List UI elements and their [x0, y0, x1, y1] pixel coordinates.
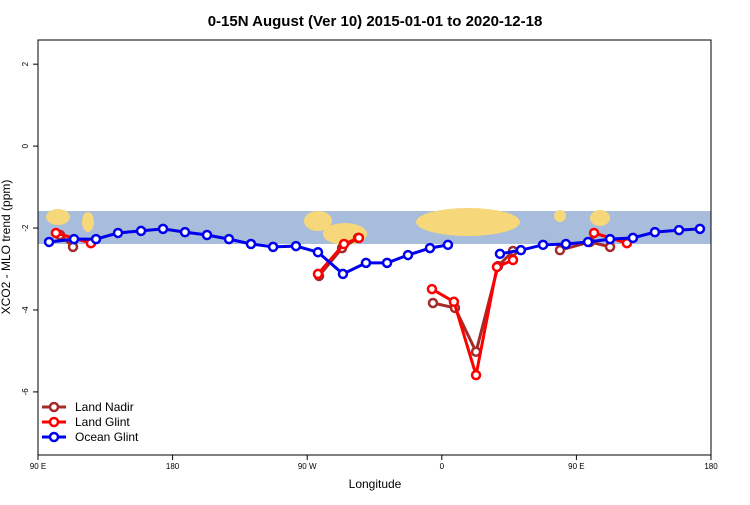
y-tick-label: -4 [21, 306, 30, 314]
point [515, 244, 527, 256]
x-tick-label: 90 E [30, 462, 46, 471]
point [50, 227, 62, 239]
point [112, 227, 124, 239]
point [223, 233, 235, 245]
point [673, 224, 685, 236]
legend-marker [48, 431, 60, 443]
point [267, 241, 279, 253]
point [290, 240, 302, 252]
point [312, 268, 324, 280]
point [588, 227, 600, 239]
point [470, 369, 482, 381]
point [245, 238, 257, 250]
point [179, 226, 191, 238]
point [537, 239, 549, 251]
y-tick-label: 2 [21, 61, 30, 66]
point [68, 233, 80, 245]
y-tick-label: 0 [21, 143, 30, 148]
point [337, 268, 349, 280]
point [554, 244, 566, 256]
x-tick-label: 90 E [568, 462, 584, 471]
plot-frame [37, 39, 712, 456]
point [157, 223, 169, 235]
x-axis-label: Longitude [349, 477, 402, 491]
point [381, 257, 393, 269]
legend-label: Ocean Glint [75, 430, 139, 444]
point [627, 232, 639, 244]
series-line [55, 231, 628, 376]
legend-label: Land Nadir [75, 400, 134, 414]
point [201, 229, 213, 241]
point [448, 296, 460, 308]
point [338, 238, 350, 250]
point [402, 249, 414, 261]
point [694, 223, 706, 235]
point [135, 225, 147, 237]
legend-label: Land Glint [75, 415, 130, 429]
point [582, 236, 594, 248]
point [649, 226, 661, 238]
point [604, 233, 616, 245]
map-strip [38, 208, 711, 245]
point [90, 233, 102, 245]
y-tick-label: -6 [21, 388, 30, 396]
point [424, 242, 436, 254]
point [353, 232, 365, 244]
y-tick-label: -2 [21, 224, 30, 232]
point [43, 236, 55, 248]
point [560, 238, 572, 250]
legend-marker [48, 401, 60, 413]
point [442, 239, 454, 251]
point [312, 246, 324, 258]
point [427, 297, 439, 309]
point [360, 257, 372, 269]
chart-title: 0-15N August (Ver 10) 2015-01-01 to 2020… [208, 13, 543, 30]
x-tick-label: 180 [704, 462, 718, 471]
x-tick-label: 90 W [298, 462, 317, 471]
point [426, 283, 438, 295]
x-tick-label: 180 [166, 462, 180, 471]
point [494, 248, 506, 260]
point [491, 261, 503, 273]
x-tick-label: 0 [440, 462, 445, 471]
legend-marker [48, 416, 60, 428]
y-axis-label: XCO2 - MLO trend (ppm) [0, 180, 13, 315]
point [507, 254, 519, 266]
